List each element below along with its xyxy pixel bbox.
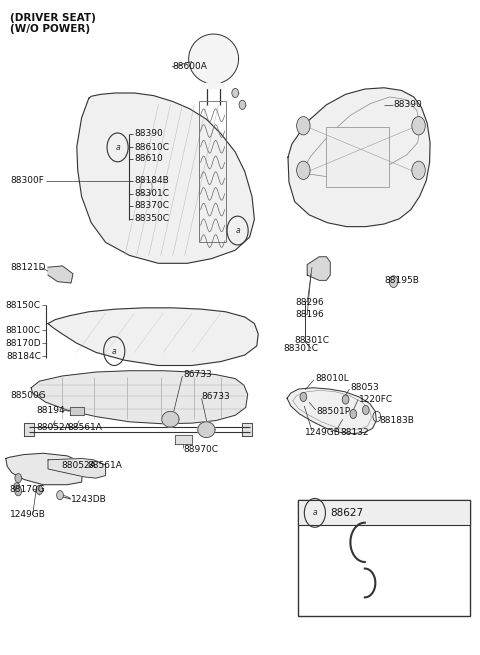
Text: 88301C: 88301C: [295, 336, 330, 345]
Polygon shape: [31, 371, 248, 424]
Circle shape: [15, 474, 22, 483]
Text: a: a: [112, 346, 117, 356]
Polygon shape: [307, 257, 330, 280]
Text: 88150C: 88150C: [6, 301, 41, 310]
Circle shape: [412, 117, 425, 135]
Circle shape: [412, 161, 425, 179]
Text: 1249GB: 1249GB: [10, 510, 46, 519]
Text: 88184C: 88184C: [6, 352, 41, 361]
Circle shape: [57, 491, 63, 500]
Text: 88500G: 88500G: [11, 391, 46, 400]
Bar: [298, 500, 470, 616]
Circle shape: [15, 487, 22, 496]
Text: 88390: 88390: [134, 129, 163, 138]
Text: 1243DB: 1243DB: [71, 495, 107, 504]
Circle shape: [362, 405, 369, 415]
Polygon shape: [288, 88, 430, 227]
Text: 88132: 88132: [341, 428, 370, 437]
Text: 88100C: 88100C: [6, 326, 41, 335]
Text: 88170D: 88170D: [5, 339, 41, 348]
Text: 88610C: 88610C: [134, 143, 169, 152]
FancyBboxPatch shape: [326, 127, 389, 187]
Text: 88170G: 88170G: [10, 485, 45, 495]
Text: 88370C: 88370C: [134, 201, 169, 210]
Circle shape: [36, 485, 43, 495]
Text: 88300F: 88300F: [11, 176, 45, 185]
Text: 1220FC: 1220FC: [359, 395, 393, 404]
Circle shape: [350, 409, 357, 419]
Text: 88301C: 88301C: [134, 189, 169, 198]
Circle shape: [342, 395, 349, 404]
Text: a: a: [312, 508, 317, 517]
Text: 86733: 86733: [202, 392, 230, 402]
Text: 88184B: 88184B: [134, 176, 169, 185]
Circle shape: [232, 88, 239, 98]
Text: 88610: 88610: [134, 154, 163, 163]
Text: 88627: 88627: [330, 508, 363, 518]
Polygon shape: [70, 407, 84, 415]
Text: 88194: 88194: [36, 405, 65, 415]
Polygon shape: [162, 411, 179, 427]
Polygon shape: [203, 82, 224, 88]
Text: 88350C: 88350C: [134, 214, 169, 223]
Polygon shape: [287, 388, 376, 434]
Text: 88121D: 88121D: [11, 263, 46, 272]
Bar: [298, 500, 470, 525]
Text: 88501P: 88501P: [317, 407, 351, 416]
Text: 88561A: 88561A: [88, 460, 123, 470]
Text: 88195B: 88195B: [384, 276, 419, 285]
Polygon shape: [48, 266, 73, 283]
Circle shape: [13, 483, 20, 492]
Text: 88600A: 88600A: [173, 62, 208, 71]
Text: 88561A: 88561A: [67, 422, 102, 432]
Text: 88010L: 88010L: [315, 374, 348, 383]
Text: 88970C: 88970C: [183, 445, 218, 454]
Polygon shape: [175, 435, 192, 444]
Polygon shape: [189, 34, 239, 84]
Polygon shape: [198, 422, 215, 438]
Text: 88196: 88196: [296, 310, 324, 319]
Text: 88052A: 88052A: [36, 422, 71, 432]
Text: 86733: 86733: [183, 370, 212, 379]
Text: a: a: [235, 226, 240, 235]
Circle shape: [239, 100, 246, 109]
Text: 88183B: 88183B: [379, 416, 414, 425]
Text: 88301C: 88301C: [283, 344, 318, 353]
Circle shape: [389, 276, 398, 288]
Polygon shape: [48, 308, 258, 365]
Circle shape: [300, 392, 307, 402]
Text: 88053: 88053: [350, 383, 379, 392]
Polygon shape: [6, 453, 83, 485]
Text: 1249GB: 1249GB: [305, 428, 341, 437]
Text: 88390: 88390: [394, 100, 422, 109]
Text: (DRIVER SEAT): (DRIVER SEAT): [10, 12, 96, 23]
Polygon shape: [24, 423, 34, 436]
Polygon shape: [242, 423, 252, 436]
Text: 88052A: 88052A: [61, 460, 96, 470]
Circle shape: [297, 161, 310, 179]
Text: (W/O POWER): (W/O POWER): [10, 24, 90, 35]
Polygon shape: [77, 93, 254, 263]
Circle shape: [297, 117, 310, 135]
Text: 88296: 88296: [296, 298, 324, 307]
Text: a: a: [115, 143, 120, 152]
Polygon shape: [48, 458, 106, 478]
